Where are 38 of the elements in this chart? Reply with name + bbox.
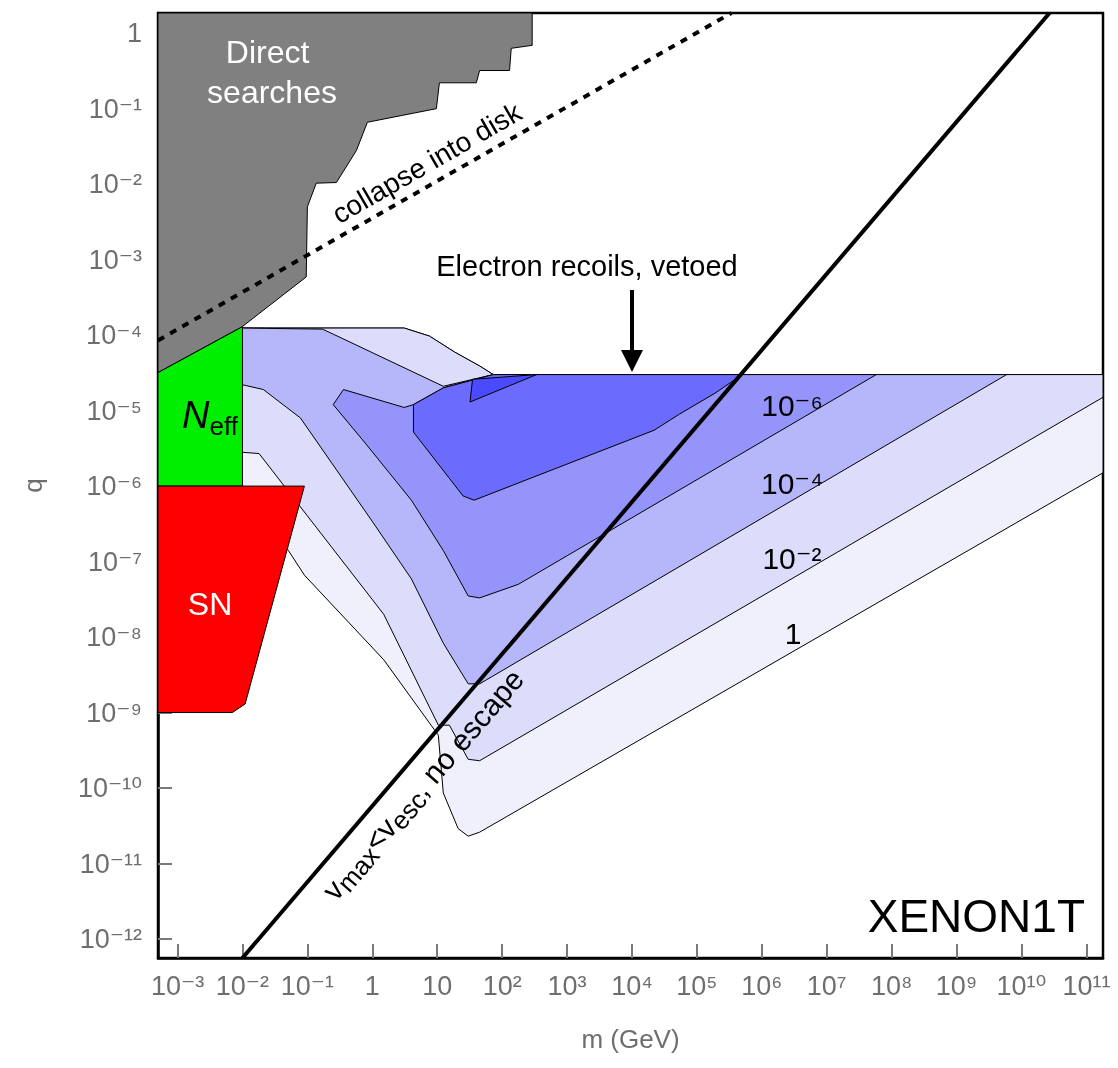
y-tick-label: 10⁻⁹: [86, 697, 142, 728]
x-tick-label: 1: [364, 970, 380, 1001]
y-tick-label: 10⁻¹⁰: [77, 773, 142, 804]
x-tick-label: 10²: [482, 970, 522, 1001]
y-tick-label: 10⁻⁴: [86, 320, 142, 351]
x-axis-title: m (GeV): [581, 1024, 680, 1054]
y-tick-label: 10⁻⁵: [86, 395, 142, 426]
x-tick-label: 10⁻¹: [280, 970, 335, 1001]
y-tick-label: 10⁻²: [88, 169, 142, 200]
annotation: SN: [187, 586, 233, 622]
x-tick-label: 10⁷: [806, 970, 847, 1001]
x-tick-label: 10³: [547, 970, 587, 1001]
annotation: XENON1T: [867, 889, 1085, 942]
y-tick-label: 10⁻⁸: [86, 622, 142, 653]
annotation: 1: [784, 617, 802, 651]
x-tick-label: 10¹⁰: [996, 970, 1047, 1001]
x-tick-label: 10⁹: [935, 970, 978, 1001]
y-axis-title: q: [18, 478, 48, 493]
annotation: Direct searches: [207, 34, 337, 110]
x-tick-label: 10⁻²: [215, 970, 270, 1001]
annotation: 10⁻⁴: [760, 467, 824, 501]
y-tick-label: 10⁻⁷: [87, 546, 142, 577]
x-tick-label: 10⁵: [676, 970, 718, 1001]
annotation: 10⁻²: [762, 542, 822, 576]
annotation: 10⁻⁶: [761, 389, 823, 423]
y-tick-label: 10⁻¹: [88, 93, 142, 124]
y-tick-label: 10⁻¹¹: [79, 848, 142, 879]
y-tick-label: 10⁻³: [88, 244, 142, 275]
annotation: Electron recoils, vetoed: [436, 249, 738, 282]
y-tick-label: 10⁻¹²: [79, 923, 142, 954]
x-tick-label: 10⁶: [741, 970, 783, 1001]
x-tick-label: 10⁴: [611, 970, 653, 1001]
x-tick-label: 10¹¹: [1062, 970, 1111, 1001]
x-tick-label: 10⁸: [870, 970, 913, 1001]
x-tick-label: 10: [422, 970, 453, 1001]
y-tick-label: 1: [126, 18, 142, 49]
y-tick-label: 10⁻⁶: [86, 471, 142, 502]
x-tick-label: 10⁻³: [150, 970, 205, 1001]
